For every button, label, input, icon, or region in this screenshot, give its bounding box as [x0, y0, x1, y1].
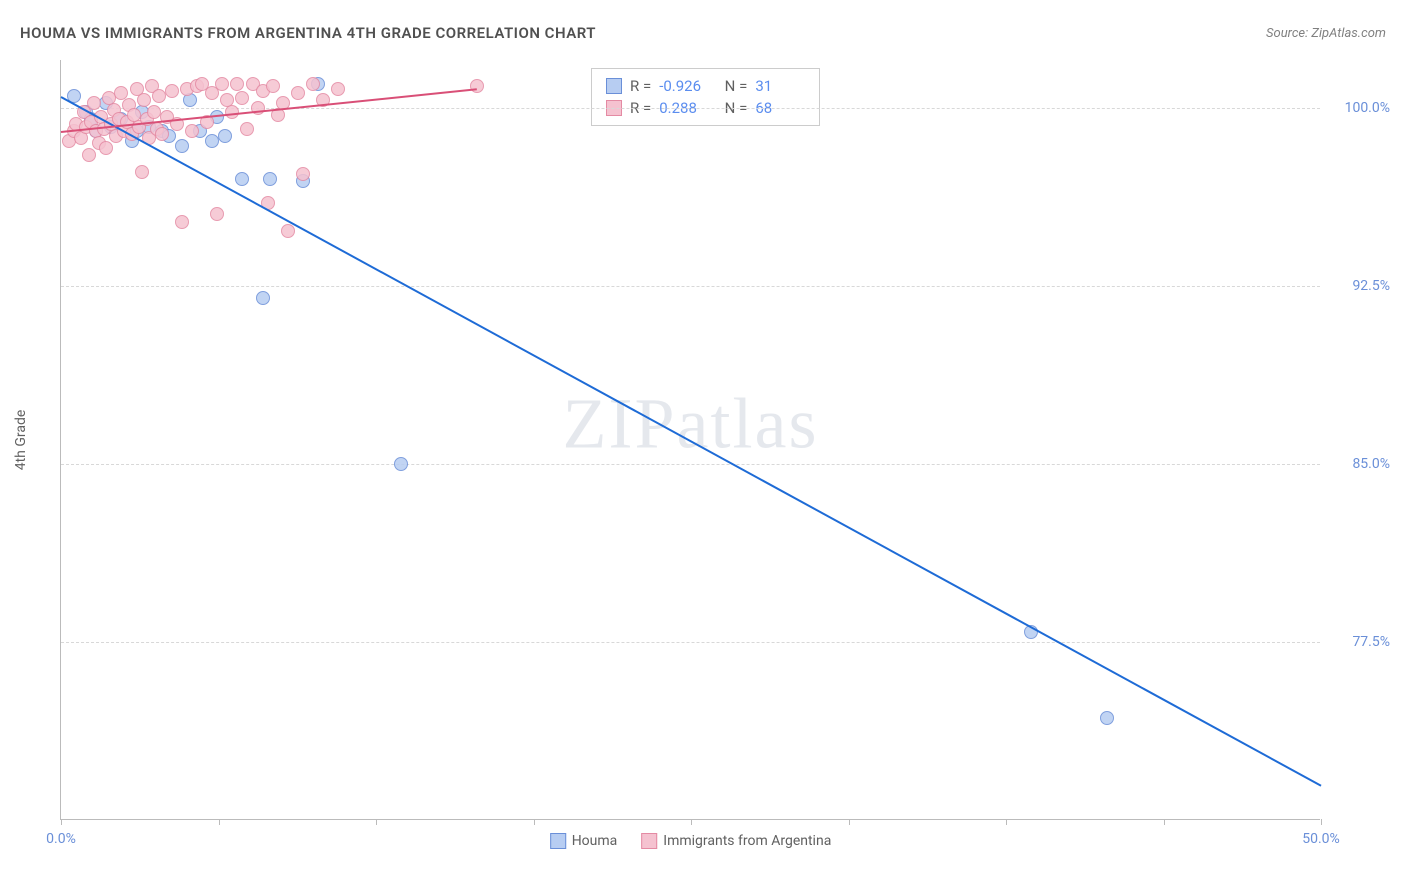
grid-line [61, 464, 1320, 465]
x-tick [61, 819, 62, 825]
scatter-point [82, 148, 96, 162]
plot-area: ZIPatlas 4th Grade R = -0.926 N = 31R = … [60, 60, 1320, 820]
scatter-point [175, 215, 189, 229]
stats-row: R = -0.926 N = 31 [606, 75, 805, 97]
stats-r-value: -0.926 [659, 77, 709, 95]
x-tick [376, 819, 377, 825]
scatter-point [281, 224, 295, 238]
scatter-point [470, 79, 484, 93]
scatter-point [175, 139, 189, 153]
y-axis-title: 4th Grade [13, 409, 29, 470]
x-tick [691, 819, 692, 825]
scatter-point [394, 457, 408, 471]
x-tick [849, 819, 850, 825]
scatter-point [1100, 711, 1114, 725]
scatter-point [165, 84, 179, 98]
scatter-point [135, 165, 149, 179]
scatter-point [87, 96, 101, 110]
scatter-point [291, 86, 305, 100]
y-tick-label: 92.5% [1330, 278, 1390, 294]
scatter-point [296, 167, 310, 181]
scatter-point [137, 93, 151, 107]
scatter-point [218, 129, 232, 143]
scatter-point [331, 82, 345, 96]
scatter-point [155, 127, 169, 141]
x-tick [534, 819, 535, 825]
scatter-point [256, 291, 270, 305]
legend-item: Immigrants from Argentina [641, 833, 831, 849]
scatter-point [306, 77, 320, 91]
x-tick [1321, 819, 1322, 825]
legend-swatch [606, 78, 622, 94]
scatter-point [183, 93, 197, 107]
scatter-point [215, 77, 229, 91]
scatter-point [185, 124, 199, 138]
stats-n-value: 31 [755, 77, 805, 95]
scatter-point [235, 172, 249, 186]
y-tick-label: 85.0% [1330, 456, 1390, 472]
scatter-point [263, 172, 277, 186]
scatter-point [266, 79, 280, 93]
y-tick-label: 100.0% [1330, 100, 1390, 116]
legend-label: Houma [572, 833, 618, 849]
x-tick [219, 819, 220, 825]
watermark: ZIPatlas [563, 383, 819, 466]
grid-line [61, 286, 1320, 287]
stats-n-label: N = [717, 77, 747, 95]
bottom-legend: Houma Immigrants from Argentina [550, 833, 832, 849]
trend-line [61, 96, 1322, 787]
grid-line [61, 642, 1320, 643]
legend-swatch [641, 833, 657, 849]
source-label: Source: ZipAtlas.com [1266, 26, 1386, 41]
scatter-point [99, 141, 113, 155]
x-tick [1164, 819, 1165, 825]
x-tick [1006, 819, 1007, 825]
stats-r-label: R = [630, 77, 651, 95]
stats-legend-box: R = -0.926 N = 31R = 0.288 N = 68 [591, 68, 820, 126]
x-tick-label: 0.0% [46, 831, 76, 847]
scatter-point [230, 77, 244, 91]
scatter-point [235, 91, 249, 105]
chart-title: HOUMA VS IMMIGRANTS FROM ARGENTINA 4TH G… [20, 24, 596, 42]
y-tick-label: 77.5% [1330, 634, 1390, 650]
legend-label: Immigrants from Argentina [663, 833, 831, 849]
scatter-point [240, 122, 254, 136]
scatter-point [210, 207, 224, 221]
legend-swatch [550, 833, 566, 849]
x-tick-label: 50.0% [1302, 831, 1340, 847]
legend-item: Houma [550, 833, 618, 849]
